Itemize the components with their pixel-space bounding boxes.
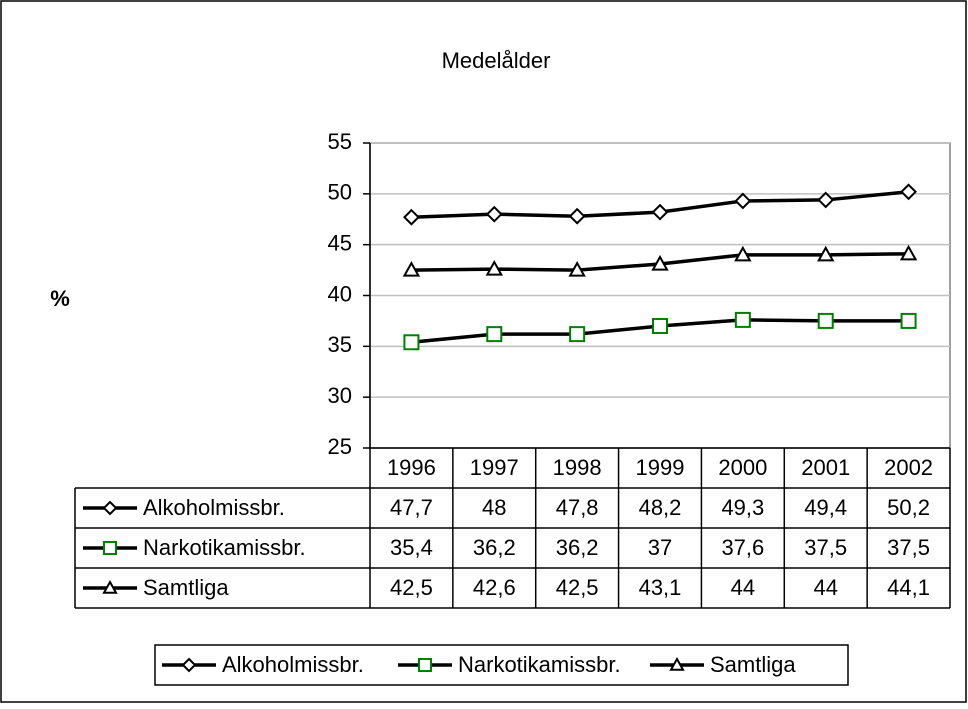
table-legend-marker — [102, 500, 118, 516]
legend-marker — [181, 657, 197, 673]
data-point — [569, 326, 586, 343]
data-point — [899, 244, 918, 261]
data-point — [817, 191, 835, 209]
data-point — [486, 326, 503, 343]
data-point — [817, 245, 835, 262]
chart-title: Medelålder — [442, 48, 551, 73]
data-point — [734, 311, 751, 328]
data-label: 42,5 — [390, 575, 433, 600]
data-label: 44,1 — [887, 575, 930, 600]
data-label: 36,2 — [556, 535, 599, 560]
data-label: 44 — [731, 575, 755, 600]
y-tick-label: 30 — [328, 383, 352, 408]
y-tick-label: 25 — [328, 434, 352, 459]
data-point — [402, 261, 421, 277]
data-label: 48 — [482, 495, 506, 520]
data-point — [485, 260, 503, 276]
data-label: 37 — [648, 535, 672, 560]
data-label: 49,3 — [721, 495, 764, 520]
x-tick-label: 2002 — [884, 455, 933, 480]
data-label: 36,2 — [473, 535, 516, 560]
data-label: 35,4 — [390, 535, 433, 560]
data-label: 37,5 — [804, 535, 847, 560]
y-axis-label: % — [50, 286, 70, 311]
data-label: 44 — [813, 575, 837, 600]
y-tick-label: 45 — [328, 230, 352, 255]
x-tick-label: 1999 — [636, 455, 685, 480]
table-legend-marker — [103, 541, 117, 555]
data-label: 50,2 — [887, 495, 930, 520]
data-point — [651, 254, 669, 271]
data-point — [568, 261, 586, 277]
data-label: 47,7 — [390, 495, 433, 520]
data-point — [900, 183, 917, 201]
data-point — [403, 208, 420, 226]
y-tick-label: 55 — [328, 129, 352, 154]
y-tick-label: 50 — [328, 180, 352, 205]
legend-box — [154, 644, 849, 686]
x-tick-label: 1996 — [387, 455, 436, 480]
data-point — [651, 203, 669, 221]
x-tick-label: 2001 — [801, 455, 850, 480]
data-point — [568, 207, 586, 225]
data-label: 42,5 — [556, 575, 599, 600]
data-label: 37,6 — [721, 535, 764, 560]
table-legend-marker — [102, 579, 118, 594]
legend-label: Narkotikamissbr. — [458, 652, 621, 677]
data-label: 47,8 — [556, 495, 599, 520]
data-label: 37,5 — [887, 535, 930, 560]
data-point — [403, 334, 420, 351]
data-label: 49,4 — [804, 495, 847, 520]
data-point — [485, 205, 503, 223]
table-legend-label: Samtliga — [143, 575, 229, 600]
data-label: 42,6 — [473, 575, 516, 600]
x-tick-label: 2000 — [718, 455, 767, 480]
data-label: 48,2 — [639, 495, 682, 520]
data-point — [734, 245, 752, 262]
legend-label: Alkoholmissbr. — [222, 652, 364, 677]
legend-marker — [669, 656, 685, 671]
data-point — [900, 312, 917, 329]
data-point — [817, 312, 834, 329]
table-legend-label: Narkotikamissbr. — [143, 535, 306, 560]
data-point — [734, 192, 752, 210]
table-legend-label: Alkoholmissbr. — [143, 495, 285, 520]
legend-marker — [418, 658, 432, 672]
data-label: 43,1 — [639, 575, 682, 600]
legend-label: Samtliga — [710, 652, 796, 677]
x-tick-label: 1997 — [470, 455, 519, 480]
y-tick-label: 40 — [328, 281, 352, 306]
data-point — [652, 318, 668, 334]
x-tick-label: 1998 — [553, 455, 602, 480]
y-tick-label: 35 — [328, 332, 352, 357]
